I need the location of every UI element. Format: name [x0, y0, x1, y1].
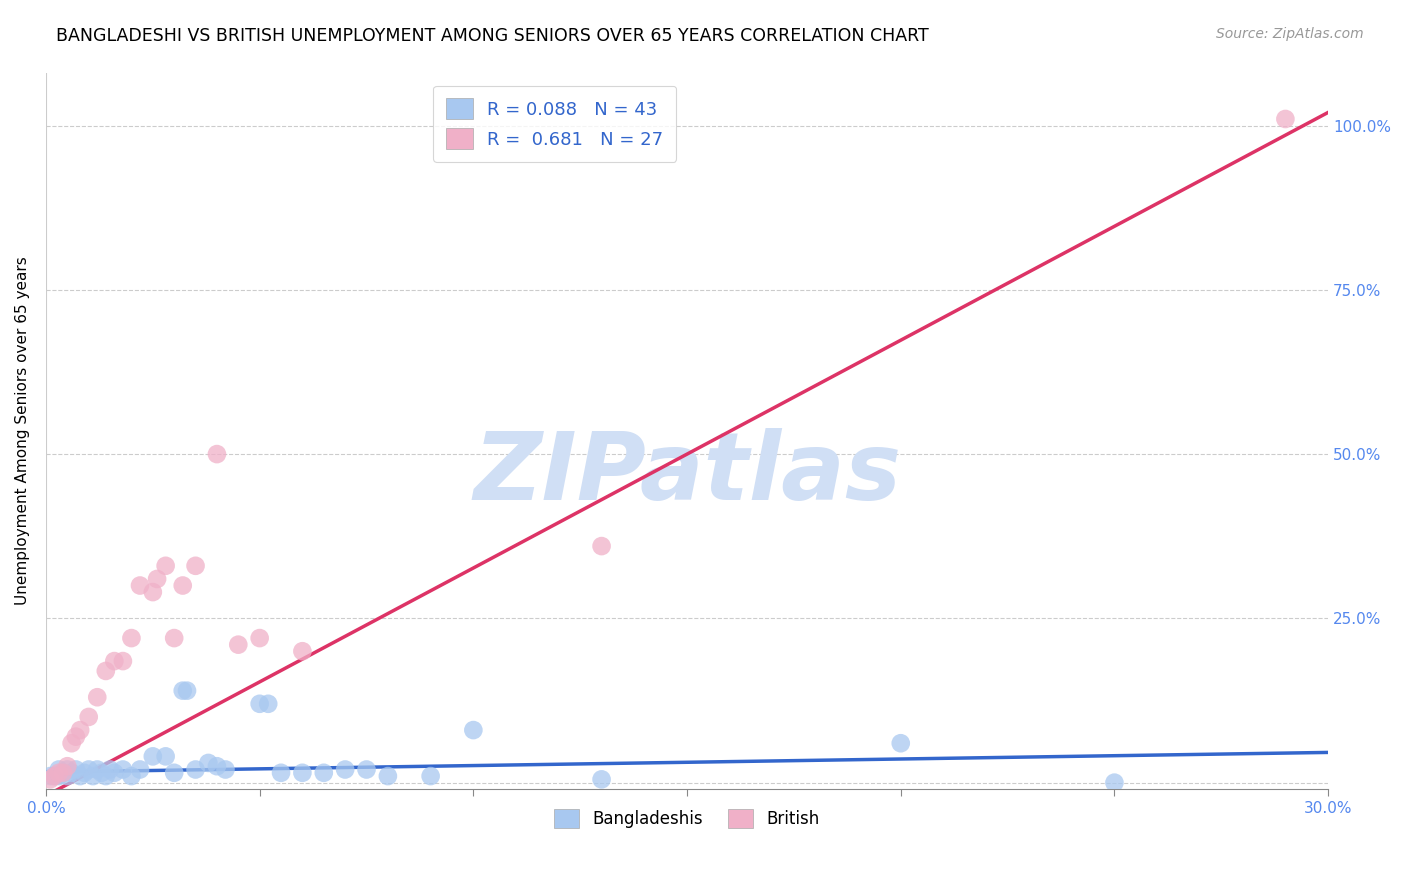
Point — [176, 683, 198, 698]
Point — [1274, 112, 1296, 126]
Text: ZIPatlas: ZIPatlas — [472, 428, 901, 520]
Point — [155, 558, 177, 573]
Point — [291, 765, 314, 780]
Point — [90, 765, 112, 780]
Point — [52, 765, 75, 780]
Point — [48, 769, 70, 783]
Legend: Bangladeshis, British: Bangladeshis, British — [547, 802, 827, 835]
Point — [172, 683, 194, 698]
Point — [56, 759, 79, 773]
Point — [73, 765, 96, 780]
Point — [103, 654, 125, 668]
Y-axis label: Unemployment Among Seniors over 65 years: Unemployment Among Seniors over 65 years — [15, 257, 30, 606]
Point — [377, 769, 399, 783]
Point — [129, 763, 152, 777]
Point — [69, 723, 91, 737]
Point — [205, 447, 228, 461]
Point — [257, 697, 280, 711]
Point — [591, 539, 613, 553]
Point — [419, 769, 441, 783]
Point — [48, 763, 70, 777]
Point — [77, 710, 100, 724]
Point — [184, 558, 207, 573]
Point — [60, 765, 83, 780]
Point — [163, 765, 186, 780]
Point — [94, 769, 117, 783]
Point — [205, 759, 228, 773]
Point — [82, 769, 104, 783]
Point — [291, 644, 314, 658]
Point — [172, 578, 194, 592]
Point — [249, 697, 271, 711]
Point — [356, 763, 378, 777]
Point — [120, 631, 142, 645]
Point — [86, 690, 108, 705]
Text: BANGLADESHI VS BRITISH UNEMPLOYMENT AMONG SENIORS OVER 65 YEARS CORRELATION CHAR: BANGLADESHI VS BRITISH UNEMPLOYMENT AMON… — [56, 27, 929, 45]
Point — [94, 664, 117, 678]
Point — [56, 763, 79, 777]
Point — [44, 769, 66, 783]
Point — [65, 730, 87, 744]
Point — [142, 585, 165, 599]
Point — [1104, 775, 1126, 789]
Point — [312, 765, 335, 780]
Point — [197, 756, 219, 770]
Point — [39, 769, 62, 783]
Point — [463, 723, 485, 737]
Point — [214, 763, 236, 777]
Point — [146, 572, 169, 586]
Point — [98, 763, 121, 777]
Point — [69, 769, 91, 783]
Point — [60, 736, 83, 750]
Point — [184, 763, 207, 777]
Point — [111, 654, 134, 668]
Point — [44, 769, 66, 783]
Point — [56, 769, 79, 783]
Point — [333, 763, 356, 777]
Point — [52, 765, 75, 780]
Point — [39, 772, 62, 787]
Point — [65, 763, 87, 777]
Point — [120, 769, 142, 783]
Point — [86, 763, 108, 777]
Point — [111, 763, 134, 777]
Point — [226, 638, 249, 652]
Point — [103, 765, 125, 780]
Point — [163, 631, 186, 645]
Text: Source: ZipAtlas.com: Source: ZipAtlas.com — [1216, 27, 1364, 41]
Point — [77, 763, 100, 777]
Point — [129, 578, 152, 592]
Point — [142, 749, 165, 764]
Point — [249, 631, 271, 645]
Point — [155, 749, 177, 764]
Point — [270, 765, 292, 780]
Point — [890, 736, 912, 750]
Point — [591, 772, 613, 787]
Point — [48, 765, 70, 780]
